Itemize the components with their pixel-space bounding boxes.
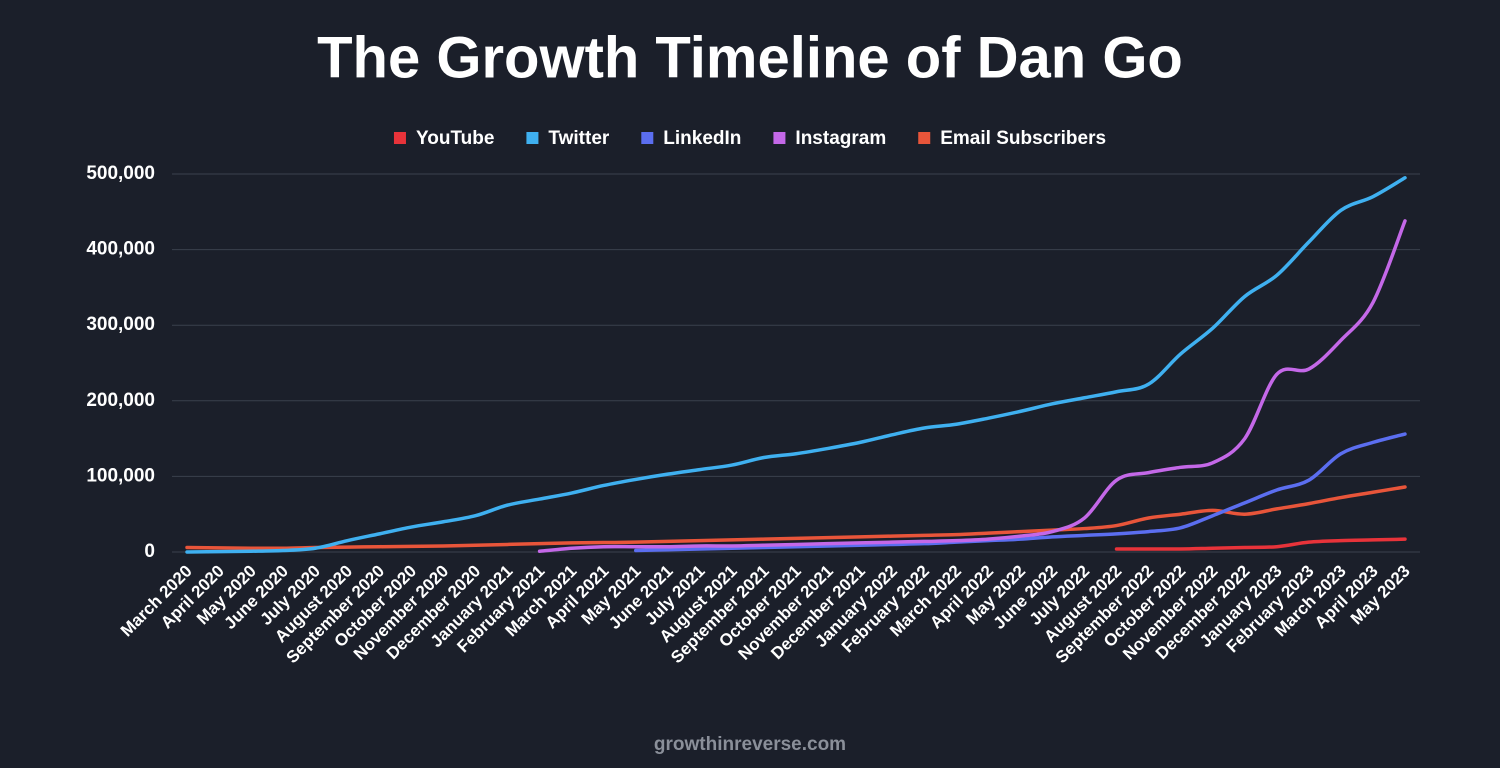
footer: growthinreverse.com (654, 734, 846, 755)
legend-label: Instagram (795, 128, 886, 149)
y-tick-label: 0 (144, 541, 155, 562)
legend-swatch (526, 132, 539, 144)
y-tick-label: 400,000 (86, 239, 155, 260)
legend-label: YouTube (416, 128, 494, 149)
series-line (633, 432, 1407, 553)
legend: YouTube Twitter LinkedIn Instagram Email Sub… (393, 128, 1106, 149)
legend-label: Email Subscribers (940, 128, 1106, 149)
chart-title: The Growth Timeline of Dan Go (317, 25, 1183, 90)
legend-swatch (393, 132, 406, 144)
y-tick-label: 200,000 (86, 390, 155, 411)
y-tick-label: 300,000 (86, 314, 155, 335)
legend-label: Twitter (548, 128, 609, 149)
y-tick-label: 500,000 (86, 163, 155, 184)
series-line (185, 485, 1407, 551)
series-line (537, 219, 1407, 553)
y-tick-label: 100,000 (86, 465, 155, 486)
legend-swatch (918, 132, 931, 144)
legend-label: LinkedIn (663, 128, 741, 149)
legend-swatch (773, 132, 786, 144)
legend-swatch (641, 132, 654, 144)
series-line (1114, 537, 1407, 551)
series-line (185, 176, 1407, 554)
